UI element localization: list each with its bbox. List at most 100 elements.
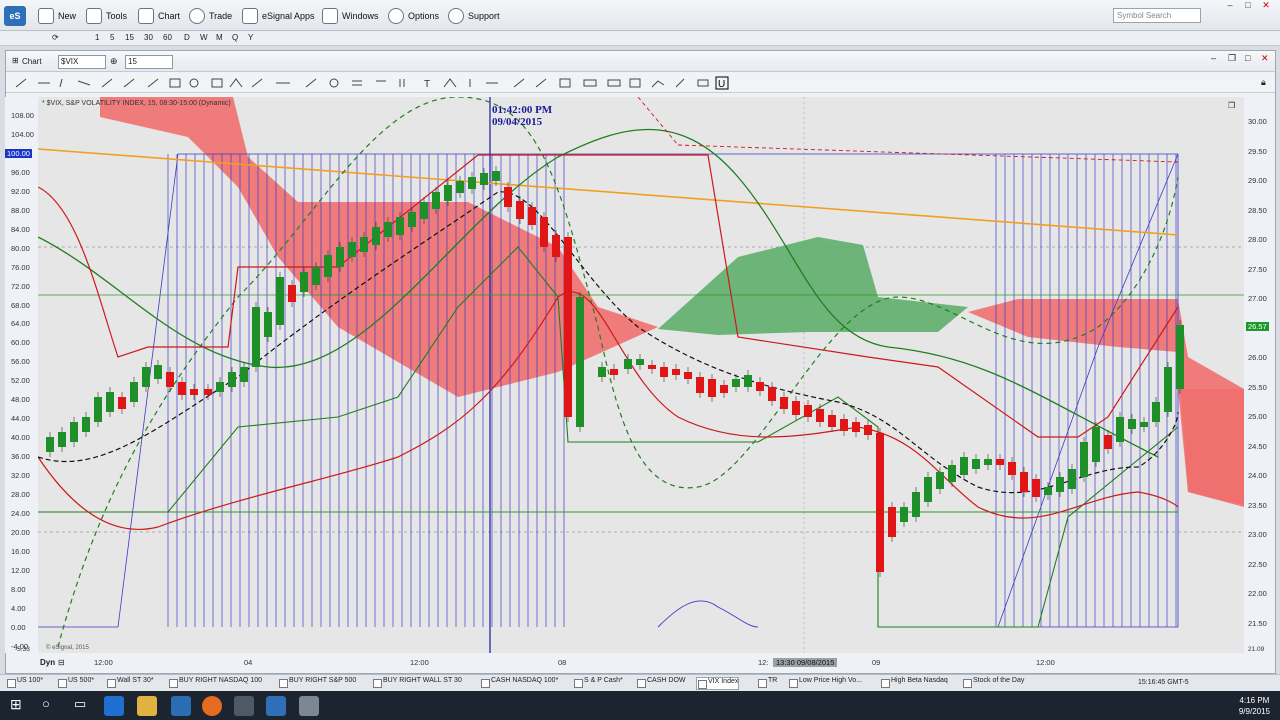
ichimoku-cloud-red <box>1178 389 1244 505</box>
chart-close-button[interactable]: ✕ <box>1261 53 1269 63</box>
candlestick <box>70 422 78 442</box>
page-tab[interactable]: Low Price High Vo... <box>788 677 862 690</box>
search-icon[interactable]: ○ <box>42 696 50 711</box>
page-tab[interactable]: US 500* <box>57 677 94 690</box>
left-axis-tick: 32.00 <box>11 471 30 481</box>
left-axis-tick: 80.00 <box>11 243 30 253</box>
link-icon[interactable]: ⊕ <box>110 56 118 66</box>
right-y-axis: 30.0029.5029.0028.5028.0027.5027.0026.50… <box>1244 97 1275 653</box>
drawing-tools-icons[interactable]: T U <box>14 73 734 93</box>
interval-m[interactable]: M <box>216 33 223 42</box>
refresh-icon[interactable]: ⟳ <box>52 33 59 42</box>
interval-input[interactable]: 15 <box>125 55 173 69</box>
interval-5[interactable]: 5 <box>110 33 115 42</box>
menu-support-label: Support <box>468 11 500 21</box>
menu-esignal-apps[interactable]: eSignal Apps <box>242 7 315 25</box>
interval-w[interactable]: W <box>200 33 208 42</box>
interval-15[interactable]: 15 <box>125 33 134 42</box>
left-axis-tick: 52.00 <box>11 376 30 386</box>
candlestick <box>852 422 860 432</box>
dynamic-label: Dyn <box>40 658 56 667</box>
page-tab[interactable]: S & P Cash* <box>573 677 623 690</box>
menu-windows[interactable]: Windows <box>322 7 379 25</box>
right-axis-tick: 26.00 <box>1248 353 1267 362</box>
symbol-input[interactable]: $VIX <box>58 55 106 69</box>
app-icon-1[interactable] <box>234 696 254 716</box>
esignal-taskbar-icon[interactable] <box>266 696 286 716</box>
page-tabs-bar: US 100* US 500* Wall ST 30* BUY RIGHT NASDA… <box>0 674 1280 691</box>
page-tab[interactable]: CASH DOW <box>636 677 686 690</box>
right-axis-bottom-value: 21.09 <box>1248 646 1265 653</box>
interval-d[interactable]: D <box>184 33 190 42</box>
left-axis-tick: 72.00 <box>11 281 30 291</box>
candlestick <box>888 507 896 537</box>
menu-chart[interactable]: Chart <box>138 7 180 25</box>
candlestick <box>420 202 428 219</box>
candlestick <box>972 459 980 469</box>
pane-restore-icon[interactable]: ❐ <box>1228 101 1236 110</box>
candlestick <box>444 185 452 201</box>
system-clock[interactable]: 4:16 PM 9/9/2015 <box>1239 695 1270 717</box>
cursor-time-label: 01:42:00 PM <box>492 104 553 116</box>
candlestick <box>540 217 548 247</box>
interval-q[interactable]: Q <box>232 33 239 42</box>
page-tab[interactable]: BUY RIGHT NASDAQ 100 <box>168 677 262 690</box>
chart-legend: * $VIX, S&P VOLATILITY INDEX, 15, 08:30-… <box>42 100 231 107</box>
left-axis-tick: 68.00 <box>11 300 30 310</box>
maximize-button[interactable]: □ <box>1245 0 1251 10</box>
page-tab[interactable]: TR <box>757 677 777 690</box>
lock-icon[interactable]: 🔒︎ <box>1261 77 1266 87</box>
candlestick <box>1152 402 1160 422</box>
candlestick <box>1164 367 1172 412</box>
menu-support[interactable]: Support <box>448 7 500 25</box>
page-tab[interactable]: Wall ST 30* <box>106 677 154 690</box>
app-icon-2[interactable] <box>299 696 319 716</box>
interval-60[interactable]: 60 <box>163 33 172 42</box>
interval-30[interactable]: 30 <box>144 33 153 42</box>
price-chart-plot[interactable]: * $VIX, S&P VOLATILITY INDEX, 15, 08:30-… <box>38 97 1244 653</box>
chart-maximize-button[interactable]: □ <box>1245 53 1251 63</box>
copyright-label: © eSignal, 2015 <box>46 645 89 651</box>
cursor-date-label: 09/04/2015 <box>492 116 543 128</box>
interval-y[interactable]: Y <box>248 33 254 42</box>
dynamic-toggle-icon[interactable]: ⊟ <box>58 658 65 667</box>
candlestick <box>190 389 198 395</box>
menu-chart-label: Chart <box>158 11 181 21</box>
file-explorer-icon[interactable] <box>137 696 157 716</box>
edge-icon[interactable] <box>104 696 124 716</box>
page-tab[interactable]: BUY RIGHT WALL ST 30 <box>372 677 462 690</box>
firefox-icon[interactable] <box>202 696 222 716</box>
menu-options[interactable]: Options <box>388 7 439 25</box>
menu-trade[interactable]: Trade <box>189 7 232 25</box>
candlestick <box>948 465 956 482</box>
chart-window-icon: ⊞ <box>12 56 19 65</box>
page-tab[interactable]: Stock of the Day <box>962 677 1024 690</box>
esignal-logo[interactable]: eS <box>4 6 26 26</box>
menu-new[interactable]: New <box>38 7 76 25</box>
minimize-button[interactable]: – <box>1227 0 1233 10</box>
candlestick <box>708 379 716 397</box>
page-tab[interactable]: BUY RIGHT S&P 500 <box>278 677 356 690</box>
close-button[interactable]: ✕ <box>1262 0 1270 10</box>
page-tab[interactable]: High Beta Nasdaq <box>880 677 948 690</box>
symbol-search-input[interactable]: Symbol Search <box>1113 8 1201 23</box>
windows-start-icon[interactable]: ⊞ <box>10 696 22 712</box>
interval-1[interactable]: 1 <box>95 33 100 42</box>
store-icon[interactable] <box>171 696 191 716</box>
page-tab[interactable]: CASH NASDAQ 100* <box>480 677 558 690</box>
left-axis-tick: 76.00 <box>11 262 30 272</box>
page-tab[interactable]: VIX Index <box>696 677 740 690</box>
help-icon <box>448 8 464 24</box>
candlestick <box>552 235 560 257</box>
menu-trade-label: Trade <box>209 11 233 21</box>
chart-minimize-button[interactable]: – <box>1211 53 1217 63</box>
candlestick <box>480 173 488 185</box>
task-view-icon[interactable]: ▭ <box>74 696 87 711</box>
menu-tools[interactable]: Tools <box>86 7 127 25</box>
clock-date: 9/9/2015 <box>1238 707 1270 716</box>
right-axis-tick: 25.50 <box>1248 382 1267 392</box>
new-icon <box>38 8 54 24</box>
left-axis-tick: 40.00 <box>11 433 30 443</box>
page-tab[interactable]: US 100* <box>6 677 43 690</box>
chart-restore-button[interactable]: ❐ <box>1228 53 1237 63</box>
